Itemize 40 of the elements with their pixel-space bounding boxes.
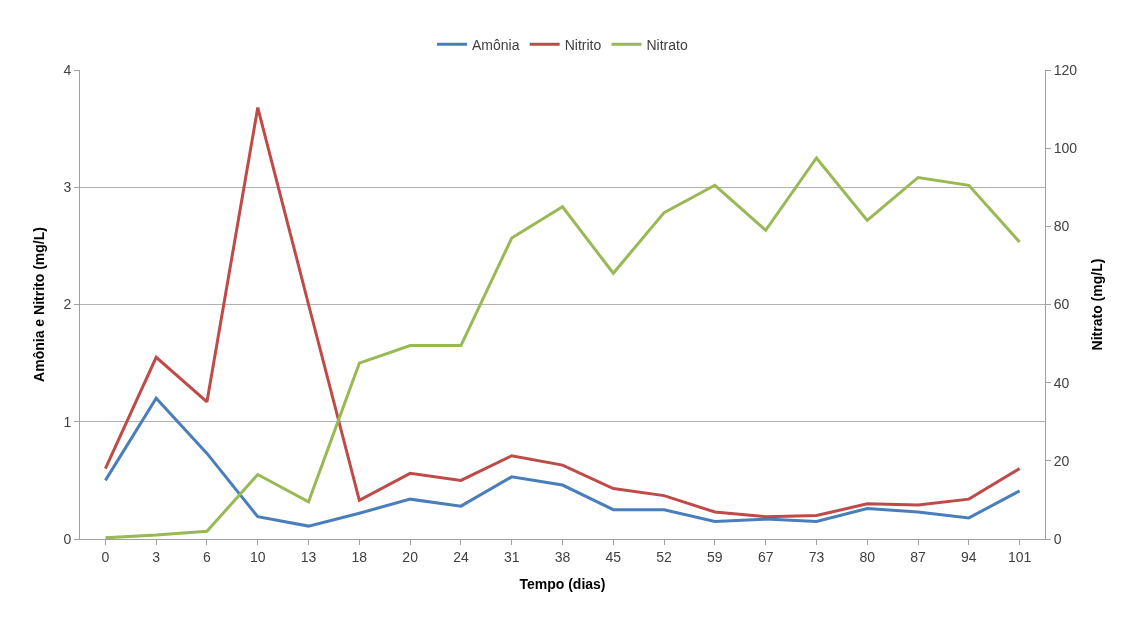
x-tick-label: 3	[152, 548, 161, 565]
x-tick-label: 24	[453, 548, 469, 565]
y-tick-label: 2	[63, 296, 72, 313]
y2-axis-title: Nitrato (mg/L)	[1088, 258, 1105, 351]
x-tick-label: 0	[101, 548, 110, 565]
line-series	[103, 106, 1022, 519]
x-tick-label: 59	[707, 548, 723, 565]
x-tick-label: 73	[808, 548, 825, 565]
x-tick-label: 38	[554, 548, 571, 565]
legend-label: Amônia	[472, 36, 520, 53]
x-tick-label: 31	[503, 548, 520, 565]
line-series	[103, 156, 1022, 539]
y2-tick-label: 60	[1053, 296, 1070, 313]
x-tick-label: 87	[910, 548, 927, 565]
y-tick-label: 0	[63, 530, 72, 547]
x-tick-label: 10	[249, 548, 266, 565]
x-tick-label: 67	[757, 548, 774, 565]
y2-tick-label: 40	[1053, 374, 1070, 391]
y-tick-label: 1	[63, 413, 72, 430]
x-tick-label: 13	[300, 548, 317, 565]
x-tick-label: 45	[605, 548, 622, 565]
line-series	[103, 396, 1022, 528]
x-tick-label: 80	[859, 548, 876, 565]
y-axis-title: Amônia e Nitrito (mg/L)	[31, 227, 47, 382]
y2-tick-label: 0	[1053, 530, 1062, 547]
x-tick-label: 52	[656, 548, 673, 565]
legend-label: Nitrato	[646, 36, 688, 53]
x-tick-label: 94	[961, 548, 977, 565]
x-tick-label: 6	[203, 548, 212, 565]
legend-label: Nitrito	[564, 36, 602, 53]
y2-tick-label: 100	[1053, 140, 1078, 157]
y2-tick-label: 80	[1053, 218, 1070, 235]
y-tick-label: 3	[63, 179, 72, 196]
y2-tick-label: 120	[1053, 61, 1078, 78]
y2-tick-label: 20	[1053, 452, 1070, 469]
x-tick-label: 20	[402, 548, 419, 565]
x-axis-title: Tempo (dias)	[519, 576, 606, 593]
x-tick-label: 18	[351, 548, 368, 565]
y-tick-label: 4	[63, 61, 72, 78]
x-tick-label: 101	[1007, 548, 1032, 565]
